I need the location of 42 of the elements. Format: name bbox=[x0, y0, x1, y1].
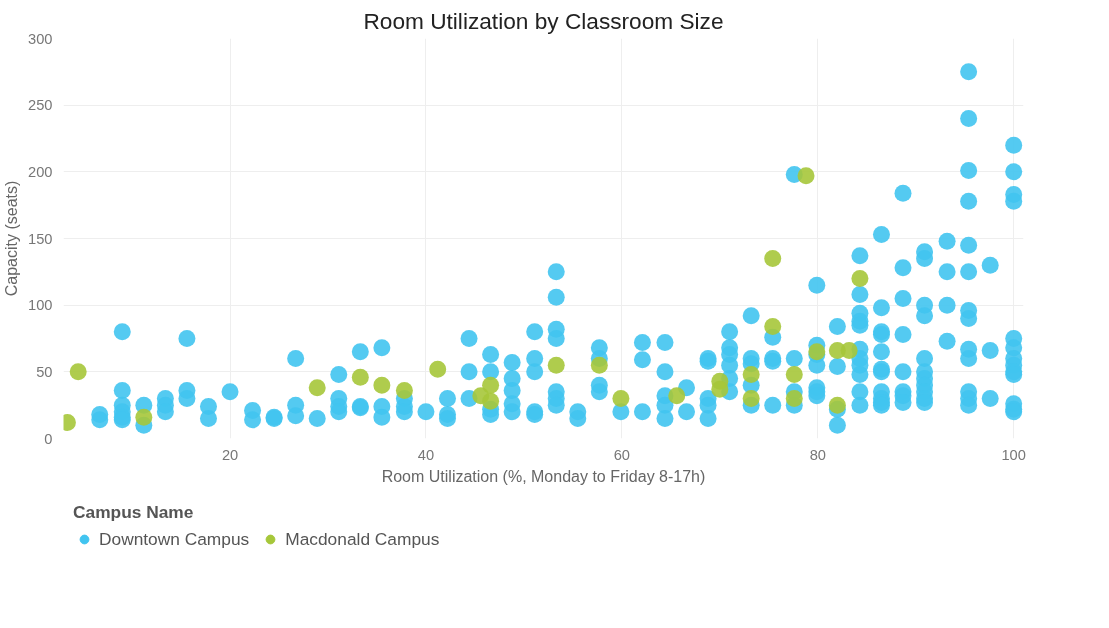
y-tick-label: 100 bbox=[28, 297, 53, 314]
legend-title: Campus Name bbox=[73, 502, 195, 523]
y-tick-label: 250 bbox=[28, 97, 53, 114]
point bbox=[828, 396, 846, 414]
y-tick-label: 300 bbox=[28, 30, 53, 47]
x-tick-label: 60 bbox=[613, 446, 631, 463]
point bbox=[612, 390, 630, 407]
chart-title: Room Utilization by Classroom Size bbox=[363, 7, 724, 34]
point bbox=[785, 390, 803, 407]
legend-label: Downtown Campus bbox=[99, 528, 250, 550]
point bbox=[785, 366, 803, 383]
point bbox=[590, 356, 608, 374]
point bbox=[742, 390, 760, 407]
legend-label: Macdonald Campus bbox=[285, 528, 440, 550]
point bbox=[668, 387, 686, 405]
point bbox=[351, 368, 369, 386]
point bbox=[482, 376, 500, 394]
point bbox=[308, 379, 326, 397]
point bbox=[840, 342, 858, 359]
point bbox=[711, 380, 729, 398]
y-tick-label: 50 bbox=[36, 363, 53, 380]
point bbox=[373, 376, 391, 394]
y-tick-label: 0 bbox=[44, 430, 53, 447]
point bbox=[547, 356, 565, 374]
x-axis-title: Room Utilization (%, Monday to Friday 8-17h) bbox=[381, 467, 706, 485]
point bbox=[764, 250, 782, 267]
point bbox=[395, 382, 413, 399]
y-axis-title: Capacity (seats) bbox=[3, 180, 21, 297]
point bbox=[797, 167, 815, 185]
y-tick-label: 150 bbox=[28, 230, 53, 247]
x-tick-label: 80 bbox=[809, 446, 826, 463]
point bbox=[764, 318, 782, 335]
point bbox=[482, 392, 500, 410]
point bbox=[851, 270, 869, 287]
x-tick-label: 100 bbox=[1001, 446, 1026, 463]
point bbox=[69, 363, 87, 381]
y-tick-label: 200 bbox=[28, 163, 53, 180]
point bbox=[429, 360, 447, 378]
point bbox=[135, 408, 153, 426]
point bbox=[742, 366, 760, 383]
x-tick-label: 20 bbox=[221, 446, 239, 463]
x-tick-label: 40 bbox=[417, 446, 435, 463]
